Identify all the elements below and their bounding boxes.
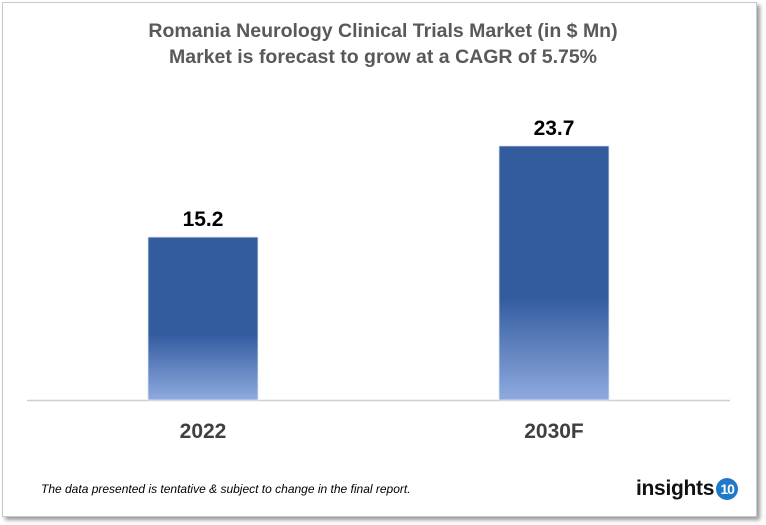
- logo-text: insights: [636, 477, 715, 500]
- bar-2022: [147, 236, 259, 401]
- footer-note: The data presented is tentative & subjec…: [41, 482, 411, 496]
- insights10-logo: insights 10: [636, 477, 739, 501]
- x-tick-label: 2022: [180, 420, 227, 443]
- bar-2030F: [498, 145, 610, 401]
- chart-frame: [2, 2, 757, 517]
- chart-subtitle: Market is forecast to grow at a CAGR of …: [168, 46, 598, 68]
- logo-badge: 10: [716, 478, 739, 500]
- chart-title: Romania Neurology Clinical Trials Market…: [148, 20, 618, 42]
- x-tick-label: 2030F: [524, 420, 584, 443]
- data-label: 15.2: [183, 208, 224, 231]
- data-label: 23.7: [534, 117, 575, 140]
